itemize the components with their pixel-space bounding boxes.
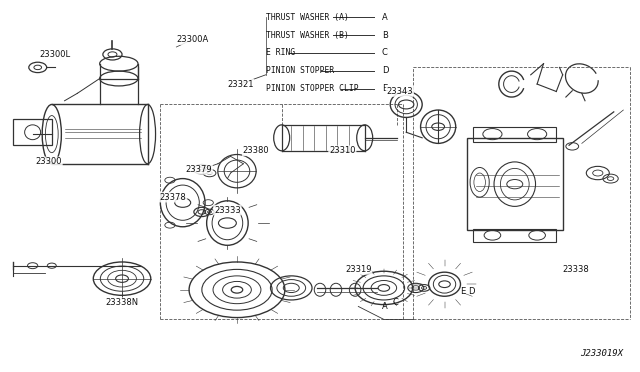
Text: 23338N: 23338N: [106, 298, 139, 307]
Text: B: B: [382, 31, 388, 40]
Text: 23321: 23321: [227, 80, 253, 89]
Text: PINION STOPPER CLIP: PINION STOPPER CLIP: [266, 84, 358, 93]
Text: E RING: E RING: [266, 48, 295, 57]
Text: PINION STOPPER: PINION STOPPER: [266, 66, 334, 75]
Text: E: E: [460, 287, 465, 296]
Text: A: A: [382, 302, 388, 311]
Bar: [473, 127, 556, 141]
Text: D: D: [468, 287, 475, 296]
Text: J233019X: J233019X: [580, 349, 623, 358]
Text: C: C: [392, 298, 398, 307]
Text: 23300A: 23300A: [176, 35, 209, 44]
Text: 23380: 23380: [243, 146, 269, 155]
Text: THRUST WASHER (A): THRUST WASHER (A): [266, 13, 349, 22]
Text: C: C: [382, 48, 388, 57]
Text: 23319: 23319: [345, 265, 372, 274]
Text: A: A: [382, 13, 388, 22]
Text: 23300: 23300: [35, 157, 62, 166]
Text: D: D: [382, 66, 388, 75]
Text: 23333: 23333: [214, 206, 241, 215]
Text: E: E: [382, 84, 387, 93]
Bar: [467, 138, 563, 231]
Text: 23343: 23343: [387, 87, 413, 96]
Text: 23338: 23338: [562, 265, 589, 274]
Text: 23310: 23310: [329, 146, 356, 155]
Text: 23378: 23378: [160, 193, 186, 202]
Bar: [13, 119, 52, 145]
Text: THRUST WASHER (B): THRUST WASHER (B): [266, 31, 349, 40]
Bar: [473, 229, 556, 241]
Text: 23300L: 23300L: [40, 50, 70, 59]
Text: 23379: 23379: [186, 165, 212, 174]
